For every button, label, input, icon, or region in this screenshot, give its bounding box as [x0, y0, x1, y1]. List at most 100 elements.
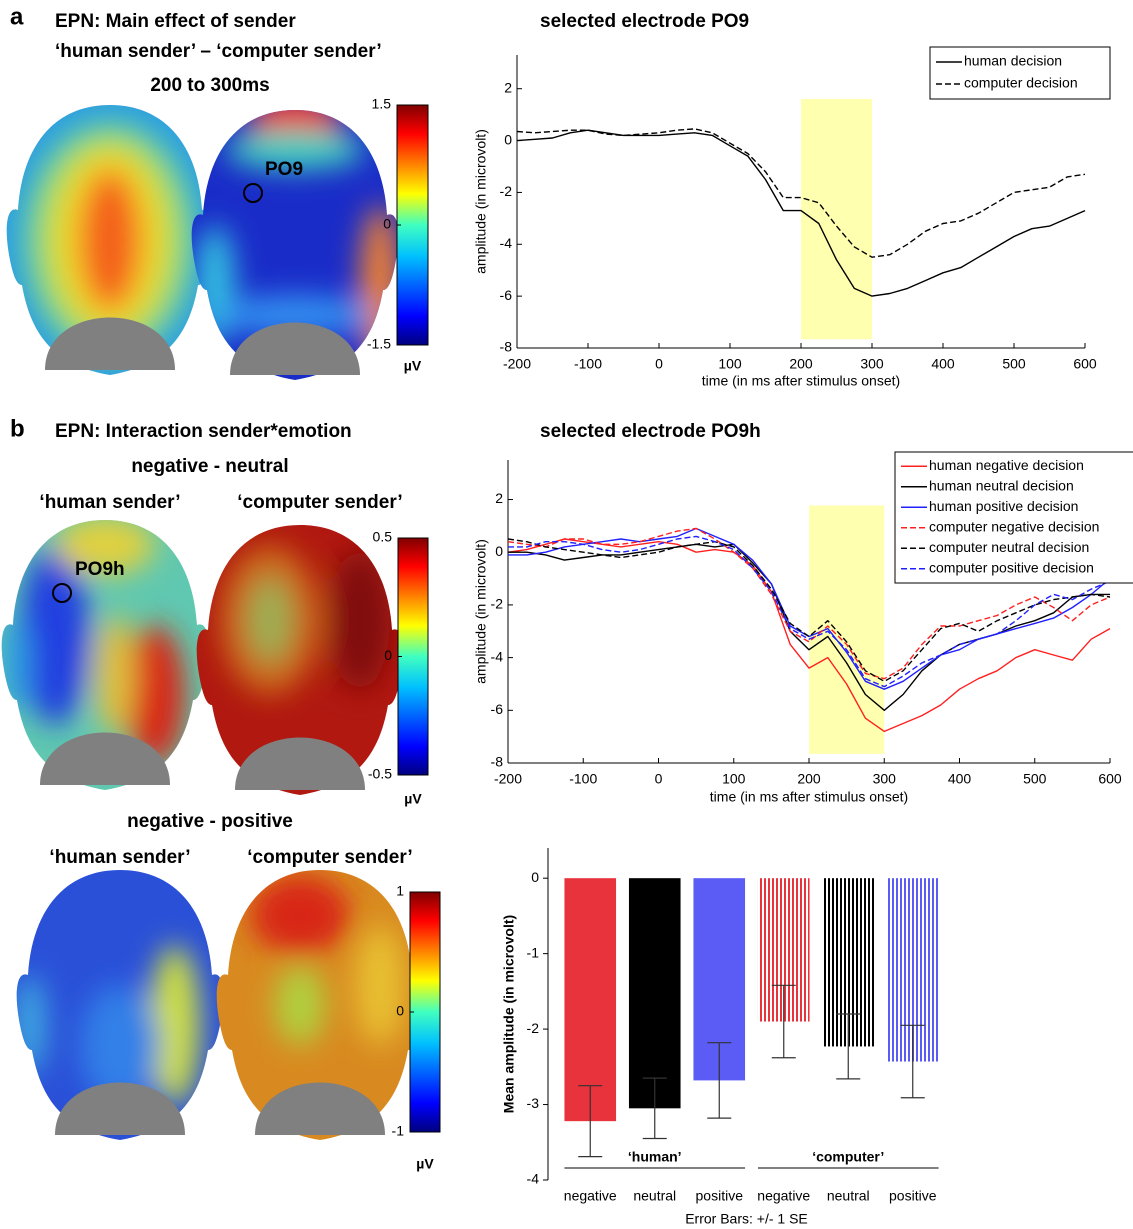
y-tick-label: 0: [495, 543, 503, 559]
colorbar: [396, 104, 429, 346]
y-axis-label: Mean amplitude (in microvolt): [501, 915, 517, 1113]
x-tick-label: neutral: [633, 1188, 676, 1204]
x-tick-label: 0: [655, 356, 663, 372]
legend-label: computer positive decision: [929, 559, 1094, 575]
legend-label: human neutral decision: [929, 477, 1074, 493]
legend-label: human negative decision: [929, 457, 1084, 473]
group-label: ‘computer’: [812, 1149, 884, 1165]
legend-label: computer neutral decision: [929, 539, 1089, 555]
x-tick-label: 200: [797, 771, 821, 787]
colorbar-unit: µV: [416, 1156, 434, 1172]
sender-label: ‘human sender’: [39, 492, 180, 513]
sender-label: ‘computer sender’: [237, 492, 402, 513]
legend-label: computer negative decision: [929, 518, 1099, 534]
x-tick-label: negative: [564, 1188, 617, 1204]
series-line: [508, 527, 1111, 690]
bar: [564, 878, 617, 1122]
panel-label: a: [10, 3, 24, 30]
chart-title: selected electrode PO9h: [540, 421, 761, 442]
series-line: [508, 543, 1110, 711]
colorbar-tick-label: 1.5: [372, 96, 392, 112]
x-tick-label: 100: [718, 356, 742, 372]
x-tick-label: 300: [860, 356, 884, 372]
legend-box: [929, 46, 1111, 100]
x-axis-label: Error Bars: +/- 1 SE: [685, 1211, 808, 1227]
y-tick-label: -4: [527, 1171, 540, 1187]
colorbar: [409, 891, 441, 1133]
panel-label: b: [10, 415, 25, 442]
sender-label: ‘human sender’: [49, 847, 190, 868]
x-tick-label: 200: [789, 356, 813, 372]
y-tick-label: 0: [504, 131, 512, 147]
colorbar-tick-label: 1: [396, 883, 404, 899]
panel-subtitle: ‘human sender’ – ‘computer sender’: [55, 41, 382, 62]
y-tick-label: -8: [500, 339, 513, 355]
x-axis-label: time (in ms after stimulus onset): [710, 789, 908, 805]
colorbar-tick-label: -1.5: [367, 336, 391, 352]
y-tick-label: 2: [495, 490, 503, 506]
y-axis-label: amplitude (in microvolt): [473, 539, 489, 684]
series-line: [508, 535, 1111, 688]
y-tick-label: 0: [531, 869, 539, 885]
x-tick-label: positive: [696, 1188, 744, 1204]
chart-title: selected electrode PO9: [540, 11, 749, 32]
y-tick-label: -1: [527, 944, 540, 960]
y-axis-label: amplitude (in microvolt): [473, 129, 489, 274]
topomap: [216, 870, 424, 1140]
y-tick-label: -4: [491, 648, 504, 664]
colorbar-unit: µV: [404, 791, 422, 807]
colorbar-tick-label: 0: [384, 647, 392, 663]
series-line: [507, 527, 1111, 680]
contrast-label: negative - positive: [127, 811, 293, 832]
x-tick-label: negative: [757, 1188, 810, 1204]
legend-label: human positive decision: [929, 498, 1078, 514]
x-tick-label: 400: [931, 356, 955, 372]
topomap: [1, 520, 209, 790]
y-tick-label: -3: [527, 1095, 540, 1111]
electrode-marker: [52, 583, 72, 603]
electrode-label: PO9: [265, 159, 303, 180]
y-tick-label: 2: [504, 79, 512, 95]
contrast-label: negative - neutral: [131, 456, 288, 477]
highlight-window: [809, 505, 885, 754]
legend-label: human decision: [964, 53, 1062, 69]
x-tick-label: neutral: [827, 1188, 870, 1204]
x-tick-label: 600: [1073, 356, 1097, 372]
x-tick-label: -200: [494, 771, 522, 787]
x-tick-label: 400: [948, 771, 972, 787]
colorbar-unit: µV: [404, 358, 422, 374]
y-tick-label: -4: [500, 235, 513, 251]
time-window: 200 to 300ms: [150, 75, 269, 96]
y-tick-label: -8: [491, 754, 504, 770]
colorbar: [397, 537, 429, 776]
group-label: ‘human’: [628, 1149, 682, 1165]
colorbar-tick-label: 0: [396, 1003, 404, 1019]
bar: [628, 878, 681, 1109]
series-line: [507, 538, 1111, 682]
topomap: [196, 525, 404, 795]
topomap: [191, 110, 399, 380]
x-tick-label: -100: [574, 356, 602, 372]
colorbar-tick-label: 0.5: [373, 529, 393, 545]
x-tick-label: 500: [1023, 771, 1047, 787]
colorbar-tick-label: -1: [392, 1123, 405, 1139]
series-line: [507, 538, 1111, 733]
x-tick-label: -200: [503, 356, 531, 372]
y-tick-label: -2: [527, 1020, 540, 1036]
panel-title: EPN: Interaction sender*emotion: [55, 421, 352, 442]
x-tick-label: positive: [889, 1188, 937, 1204]
y-tick-label: -6: [491, 701, 504, 717]
x-tick-label: 0: [655, 771, 663, 787]
x-tick-label: -100: [569, 771, 597, 787]
x-tick-label: 100: [722, 771, 746, 787]
series-line: [516, 128, 1086, 258]
electrode-label: PO9h: [75, 559, 125, 580]
panel-title: EPN: Main effect of sender: [55, 11, 296, 32]
topomap: [16, 870, 224, 1140]
colorbar-tick-label: -0.5: [368, 766, 392, 782]
legend-box: [894, 451, 1133, 584]
y-tick-label: -2: [500, 183, 513, 199]
topomap: [6, 105, 214, 375]
